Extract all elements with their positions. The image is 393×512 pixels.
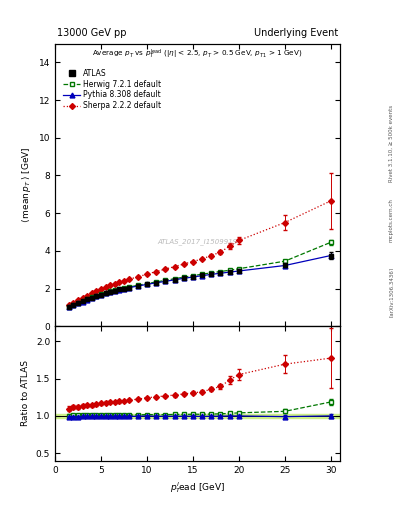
Y-axis label: $\langle\,\mathrm{mean}\,p_T\,\rangle$ [GeV]: $\langle\,\mathrm{mean}\,p_T\,\rangle$ [… bbox=[20, 146, 33, 223]
Legend: ATLAS, Herwig 7.2.1 default, Pythia 8.308 default, Sherpa 2.2.2 default: ATLAS, Herwig 7.2.1 default, Pythia 8.30… bbox=[62, 67, 163, 112]
Text: Rivet 3.1.10, ≥ 500k events: Rivet 3.1.10, ≥ 500k events bbox=[389, 105, 393, 182]
Y-axis label: Ratio to ATLAS: Ratio to ATLAS bbox=[21, 360, 30, 426]
Text: [arXiv:1306.3436]: [arXiv:1306.3436] bbox=[389, 267, 393, 317]
X-axis label: $p_T^l\!$ead [GeV]: $p_T^l\!$ead [GeV] bbox=[170, 480, 225, 495]
Text: Underlying Event: Underlying Event bbox=[254, 28, 338, 38]
Text: 13000 GeV pp: 13000 GeV pp bbox=[57, 28, 127, 38]
Text: Average $p_T$ vs $p_T^{\rm lead}$ ($|\eta|$ < 2.5, $p_T$ > 0.5 GeV, $p_{T1}$ > 1: Average $p_T$ vs $p_T^{\rm lead}$ ($|\et… bbox=[92, 48, 303, 61]
Text: mcplots.cern.ch: mcplots.cern.ch bbox=[389, 198, 393, 242]
Text: ATLAS_2017_I1509919: ATLAS_2017_I1509919 bbox=[157, 238, 238, 245]
